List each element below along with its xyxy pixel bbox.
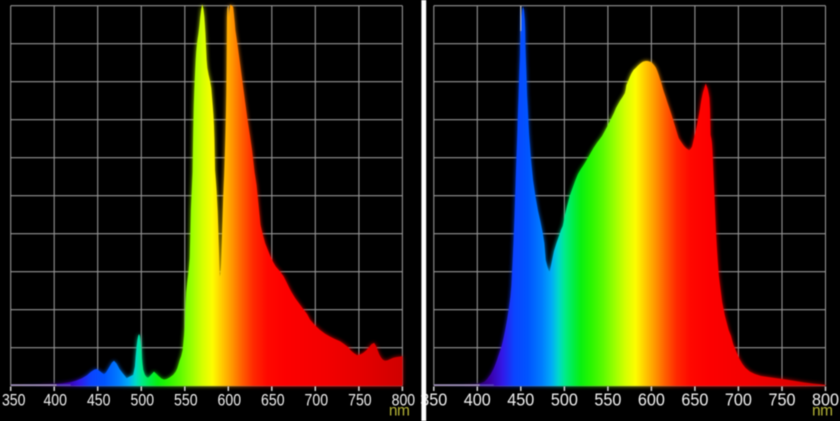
svg-text:450: 450	[87, 392, 111, 410]
svg-text:500: 500	[131, 392, 155, 410]
svg-text:800: 800	[392, 392, 416, 410]
svg-text:450: 450	[507, 390, 534, 410]
svg-text:550: 550	[594, 390, 621, 410]
svg-text:nm: nm	[812, 402, 833, 419]
svg-text:700: 700	[725, 390, 752, 410]
svg-text:750: 750	[348, 392, 372, 410]
svg-text:750: 750	[769, 390, 796, 410]
svg-text:800: 800	[812, 390, 839, 410]
svg-text:650: 650	[261, 392, 285, 410]
svg-text:600: 600	[638, 390, 665, 410]
svg-text:650: 650	[681, 390, 708, 410]
svg-text:350: 350	[2, 392, 26, 410]
svg-text:700: 700	[305, 392, 329, 410]
svg-text:nm: nm	[389, 402, 410, 419]
svg-text:500: 500	[551, 390, 578, 410]
svg-text:600: 600	[218, 392, 242, 410]
svg-text:550: 550	[174, 392, 198, 410]
svg-text:400: 400	[43, 392, 67, 410]
svg-text:350: 350	[420, 390, 447, 410]
svg-text:400: 400	[464, 390, 491, 410]
